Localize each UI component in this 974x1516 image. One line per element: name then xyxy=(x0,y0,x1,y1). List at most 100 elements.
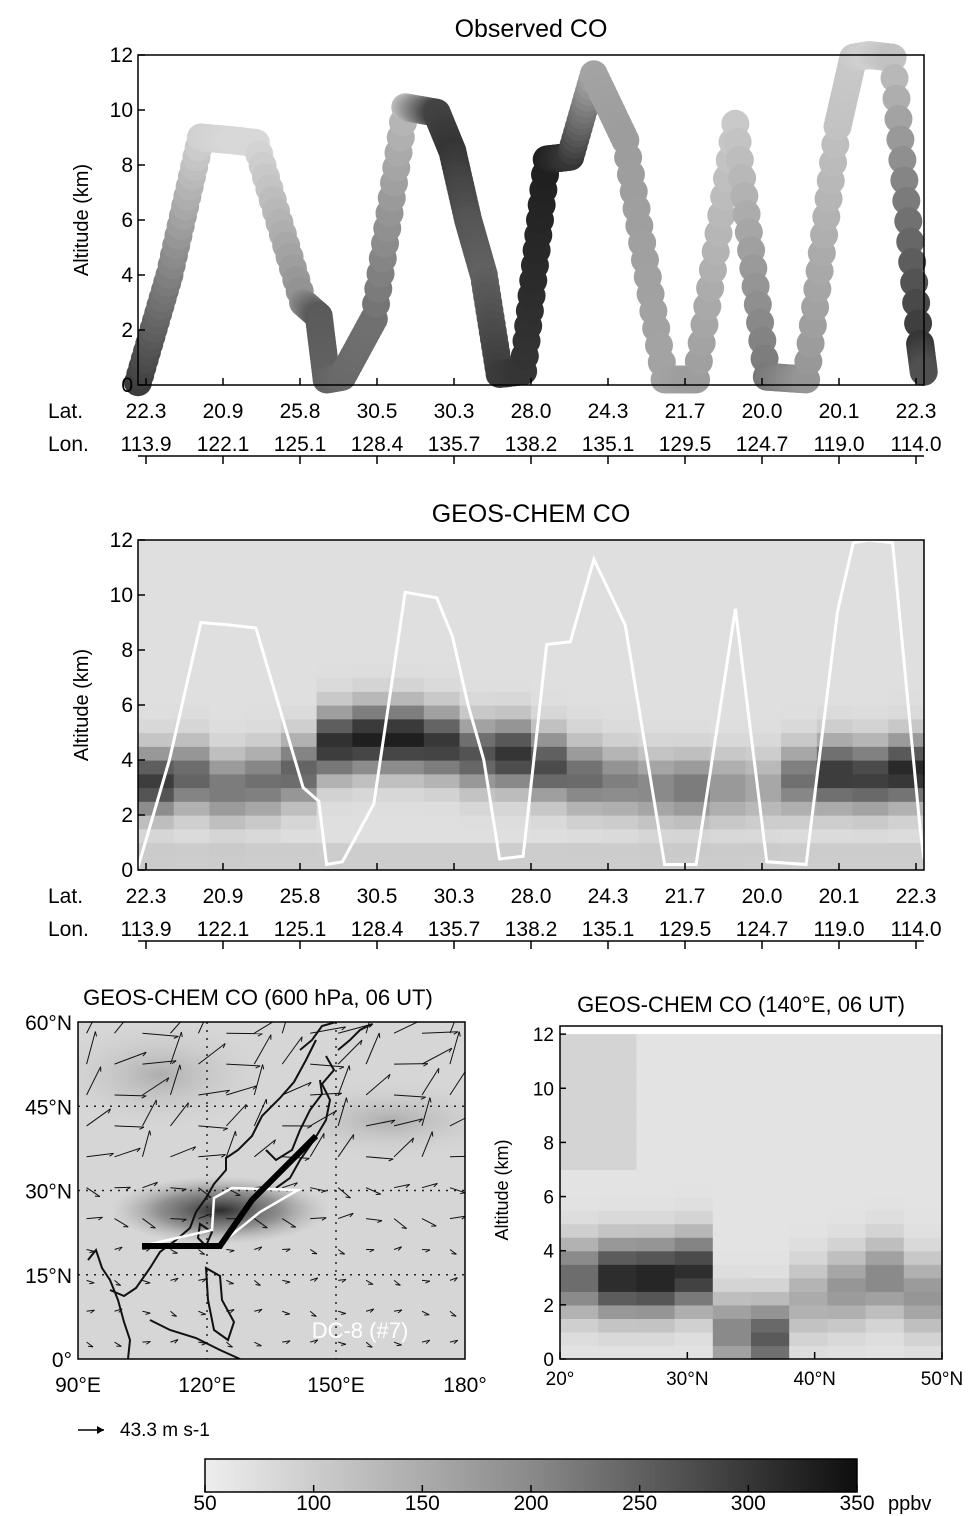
wind-vector-head xyxy=(174,1339,179,1344)
curtain-cell xyxy=(280,856,318,871)
observation-point xyxy=(894,207,923,236)
wind-vector xyxy=(393,1183,410,1189)
wind-vector-head xyxy=(390,1119,396,1124)
wind-vector xyxy=(253,1034,272,1065)
section-cell xyxy=(827,1345,867,1360)
lon-tick-label: 124.7 xyxy=(736,918,789,941)
curtain-cell xyxy=(316,663,353,679)
wind-vector xyxy=(170,1102,189,1127)
curtain-cell xyxy=(531,540,568,555)
observed-co-title: Observed CO xyxy=(455,15,608,43)
curtain-cell xyxy=(602,595,639,610)
curtain-cell xyxy=(209,608,246,624)
section-cell xyxy=(865,1250,905,1265)
wind-vector-head xyxy=(107,1108,111,1114)
wind-vector xyxy=(421,1310,430,1316)
wind-vector-head xyxy=(141,1095,147,1099)
curtain-cell xyxy=(209,636,246,651)
section-cell xyxy=(865,1304,905,1319)
section-cell xyxy=(598,1210,637,1225)
observed-co-lat-row-label: Lat. xyxy=(48,400,83,423)
curtain-cell xyxy=(531,842,568,857)
wind-vector xyxy=(170,1249,178,1254)
wind-vector-head xyxy=(257,1033,263,1037)
curtain-cell xyxy=(209,553,246,569)
curtain-cell xyxy=(602,732,639,747)
curtain-cell xyxy=(388,746,425,761)
wind-vector xyxy=(198,1187,212,1198)
wind-vector-head xyxy=(341,1026,346,1031)
wind-vector xyxy=(254,1308,263,1312)
section-cell xyxy=(751,1264,790,1279)
section-cell xyxy=(751,1047,790,1062)
curtain-cell xyxy=(531,705,568,720)
observation-point xyxy=(904,309,933,338)
wind-vector-head xyxy=(348,1065,351,1071)
map-title: GEOS-CHEM CO (600 hPa, 06 UT) xyxy=(83,985,433,1010)
section-cell xyxy=(827,1331,867,1347)
section-cell xyxy=(903,1142,943,1157)
wind-vector xyxy=(142,1279,151,1284)
wind-vector-head xyxy=(377,1220,383,1223)
curtain-cell xyxy=(316,746,353,761)
lon-tick-label: 138.2 xyxy=(505,433,558,456)
wind-vector xyxy=(169,1064,181,1096)
wind-vector xyxy=(142,1060,177,1065)
wind-vector xyxy=(142,1099,157,1127)
curtain-cell xyxy=(245,540,282,555)
section-cell xyxy=(865,1237,905,1252)
section-cell xyxy=(865,1047,905,1062)
curtain-cell xyxy=(138,595,175,610)
observation-point xyxy=(898,248,927,277)
wind-vector xyxy=(198,1212,214,1220)
section-panel: GEOS-CHEM CO (140°E, 06 UT) 0 2 4 6 8 10 12 Al… xyxy=(492,992,963,1390)
curtain-cell xyxy=(423,691,461,706)
section-cell xyxy=(560,1115,599,1130)
section-cell xyxy=(636,1183,676,1198)
wind-vector-head xyxy=(423,1022,424,1023)
section-cell xyxy=(827,1196,867,1211)
curtain-cell xyxy=(673,608,711,624)
curtain-cell xyxy=(245,567,282,582)
curtain-cell xyxy=(495,581,532,596)
curtain-cell xyxy=(709,732,746,747)
section-y-ticks: 0 2 4 6 8 10 12 xyxy=(533,1025,566,1371)
curtain-cell xyxy=(602,856,639,871)
curtain-cell xyxy=(709,595,746,610)
wind-vector xyxy=(198,1154,226,1158)
section-cell xyxy=(598,1128,637,1144)
curtain-cell xyxy=(423,540,461,555)
section-cell xyxy=(865,1264,905,1279)
curtain-cell xyxy=(781,622,818,637)
curtain-cell xyxy=(173,815,211,830)
curtain-cell xyxy=(352,636,389,651)
wind-vector xyxy=(449,1187,465,1194)
curtain-cell xyxy=(709,581,746,596)
curtain-cell xyxy=(245,787,282,802)
section-cell xyxy=(789,1034,828,1049)
map-co-plume xyxy=(109,1176,330,1245)
section-cell xyxy=(789,1250,828,1265)
curtain-cell xyxy=(852,718,889,734)
curtain-cell xyxy=(316,540,353,555)
curtain-cell xyxy=(816,677,854,692)
wind-vector xyxy=(114,1279,121,1286)
y-tick-label: 4 xyxy=(121,749,133,772)
curtain-cell xyxy=(531,622,568,637)
curtain-cell xyxy=(673,567,711,582)
curtain-cell xyxy=(816,691,854,706)
wind-vector-head xyxy=(171,1314,177,1317)
section-cell xyxy=(827,1034,867,1049)
curtain-cell xyxy=(638,677,675,692)
wind-vector-head xyxy=(221,1154,226,1158)
wind-vector xyxy=(310,1092,342,1096)
curtain-cell xyxy=(888,636,925,651)
curtain-cell xyxy=(638,567,675,582)
wind-vector-head xyxy=(98,1216,103,1221)
wind-vector-head xyxy=(153,1181,158,1187)
wind-vector xyxy=(86,1248,95,1252)
section-y-tick-label: 0 xyxy=(543,1350,554,1371)
curtain-cell xyxy=(388,636,425,651)
curtain-cell xyxy=(388,801,425,816)
curtain-cell xyxy=(781,705,818,720)
